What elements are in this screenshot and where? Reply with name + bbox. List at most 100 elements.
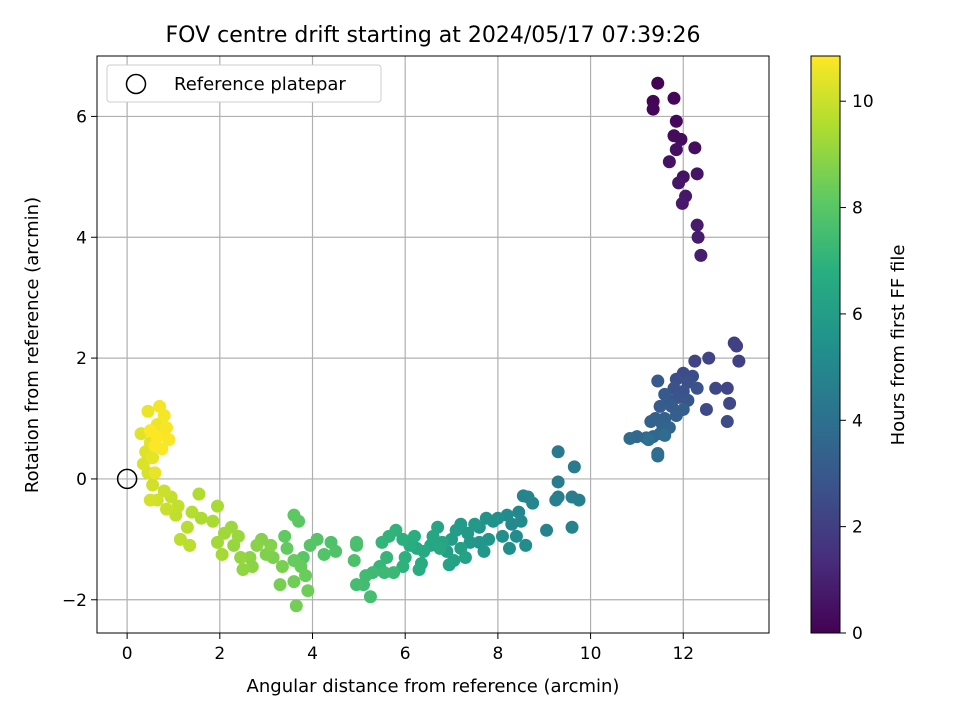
data-point bbox=[234, 550, 248, 564]
data-point bbox=[699, 402, 713, 416]
data-point bbox=[210, 499, 224, 513]
data-point bbox=[688, 141, 702, 155]
data-point bbox=[396, 532, 410, 546]
data-point bbox=[287, 575, 301, 589]
data-point bbox=[150, 430, 164, 444]
data-point bbox=[667, 91, 681, 105]
data-point bbox=[509, 529, 523, 543]
colorbar: 0 2 4 6 8 10 Hours from first FF file bbox=[810, 55, 909, 644]
data-point bbox=[380, 550, 394, 564]
data-point bbox=[669, 143, 683, 157]
x-tick-label: 10 bbox=[580, 644, 602, 664]
data-point bbox=[231, 529, 245, 543]
data-point bbox=[350, 578, 364, 592]
y-tick-label: 2 bbox=[76, 349, 87, 369]
data-point bbox=[136, 457, 150, 471]
data-point bbox=[148, 466, 162, 480]
data-point bbox=[688, 354, 702, 368]
data-point bbox=[407, 529, 421, 543]
data-point bbox=[690, 218, 704, 232]
data-point bbox=[250, 538, 264, 552]
data-point bbox=[565, 520, 579, 534]
data-point bbox=[143, 493, 157, 507]
data-point bbox=[502, 541, 516, 555]
data-point bbox=[273, 578, 287, 592]
data-point bbox=[468, 517, 482, 531]
data-point bbox=[662, 155, 676, 169]
data-point bbox=[194, 511, 208, 525]
colorbar-tick-label: 6 bbox=[852, 305, 863, 325]
data-point bbox=[658, 387, 672, 401]
data-point bbox=[642, 433, 656, 447]
data-point bbox=[160, 502, 174, 516]
data-point bbox=[690, 167, 704, 181]
colorbar-ticks: 0 2 4 6 8 10 bbox=[840, 92, 874, 644]
x-tick-label: 8 bbox=[492, 644, 503, 664]
data-point bbox=[526, 496, 540, 510]
data-point bbox=[675, 196, 689, 210]
data-point bbox=[206, 514, 220, 528]
data-point bbox=[160, 421, 174, 435]
x-axis-ticks: 0 2 4 6 8 10 12 bbox=[122, 633, 694, 664]
colorbar-label: Hours from first FF file bbox=[888, 245, 909, 446]
plot-frame bbox=[96, 55, 770, 634]
data-point bbox=[674, 132, 688, 146]
data-point bbox=[623, 431, 637, 445]
data-point bbox=[479, 511, 493, 525]
data-point bbox=[350, 535, 364, 549]
data-point bbox=[433, 541, 447, 555]
data-point bbox=[289, 599, 303, 613]
y-tick-label: 0 bbox=[76, 470, 87, 490]
data-point bbox=[551, 475, 565, 489]
data-point bbox=[180, 520, 194, 534]
data-point bbox=[275, 560, 289, 574]
data-point bbox=[540, 523, 554, 537]
data-point bbox=[514, 514, 528, 528]
data-point bbox=[301, 584, 315, 598]
y-axis-ticks: −2 0 2 4 6 bbox=[62, 107, 97, 611]
data-point bbox=[651, 76, 665, 90]
data-point bbox=[442, 558, 456, 572]
data-point bbox=[694, 248, 708, 262]
data-point bbox=[669, 408, 683, 422]
x-tick-label: 4 bbox=[307, 644, 318, 664]
reference-point bbox=[116, 468, 138, 490]
data-point bbox=[264, 538, 278, 552]
data-point bbox=[702, 351, 716, 365]
data-point bbox=[185, 505, 199, 519]
y-tick-label: 4 bbox=[76, 228, 87, 248]
data-point bbox=[567, 460, 581, 474]
y-tick-label: 6 bbox=[76, 107, 87, 127]
data-point bbox=[192, 487, 206, 501]
data-point bbox=[651, 374, 665, 388]
legend-label: Reference platepar bbox=[174, 74, 346, 95]
x-tick-label: 2 bbox=[214, 644, 225, 664]
data-point bbox=[477, 544, 491, 558]
grid-lines bbox=[97, 56, 769, 633]
data-point bbox=[278, 529, 292, 543]
x-tick-label: 6 bbox=[400, 644, 411, 664]
data-point bbox=[299, 569, 313, 583]
data-point bbox=[329, 544, 343, 558]
data-point bbox=[653, 399, 667, 413]
data-point bbox=[396, 560, 410, 574]
y-tick-label: −2 bbox=[62, 591, 87, 611]
scatter-points bbox=[134, 76, 746, 613]
data-point bbox=[658, 428, 672, 442]
data-point bbox=[303, 538, 317, 552]
data-point bbox=[519, 538, 533, 552]
reference-marker bbox=[116, 468, 138, 490]
legend: Reference platepar bbox=[106, 64, 382, 103]
data-point bbox=[720, 415, 734, 429]
data-point bbox=[690, 381, 704, 395]
data-point bbox=[171, 499, 185, 513]
data-point bbox=[672, 176, 686, 190]
data-point bbox=[236, 563, 250, 577]
data-point bbox=[669, 114, 683, 128]
data-point bbox=[644, 415, 658, 429]
legend-box bbox=[106, 64, 382, 103]
data-point bbox=[157, 408, 171, 422]
data-point bbox=[375, 535, 389, 549]
data-point bbox=[217, 526, 231, 540]
